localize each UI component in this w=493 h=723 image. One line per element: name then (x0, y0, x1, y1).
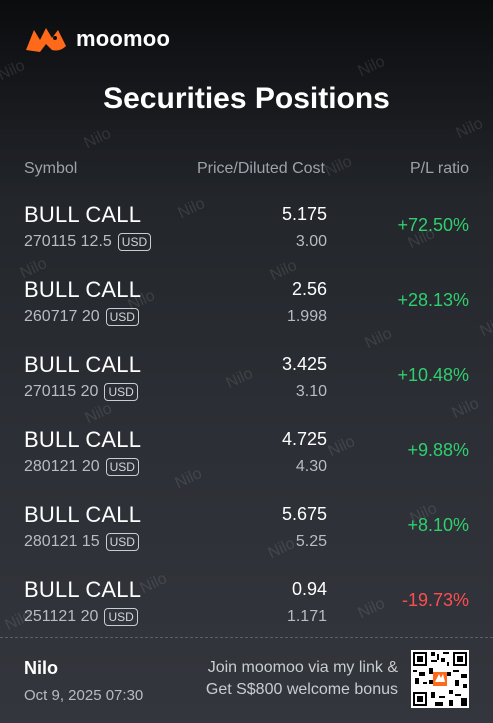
column-headers: Symbol Price/Diluted Cost P/L ratio (24, 160, 469, 182)
position-price: 4.725 (281, 429, 327, 449)
position-row[interactable]: BULL CALL 270115 20 USD 3.425 3.10 +10.4… (24, 348, 469, 423)
position-pl-ratio: +9.88% (407, 440, 469, 460)
header-pl-ratio: P/L ratio (410, 160, 469, 177)
brand-logo: moomoo (24, 24, 170, 54)
page-title: Securities Positions (103, 82, 390, 115)
position-pl-ratio: +10.48% (397, 365, 469, 385)
promo-line-2: Get S$800 welcome bonus (205, 681, 398, 698)
position-symbol: BULL CALL (24, 202, 142, 227)
position-price: 3.425 (281, 354, 327, 374)
position-symbol: BULL CALL (24, 352, 142, 377)
contract-detail: 260717 20 (24, 308, 100, 325)
position-pl-ratio: +72.50% (397, 215, 469, 235)
position-row[interactable]: BULL CALL 251121 20 USD 0.94 1.171 -19.7… (24, 573, 469, 648)
position-contract: 270115 20 USD (24, 383, 138, 401)
position-diluted-cost: 4.30 (295, 458, 327, 475)
position-contract: 280121 20 USD (24, 458, 139, 476)
contract-detail: 251121 20 (24, 608, 99, 625)
currency-badge: USD (104, 383, 138, 401)
watermark-text: Nilo (477, 313, 493, 341)
position-symbol: BULL CALL (24, 427, 142, 452)
position-diluted-cost: 5.25 (295, 533, 327, 550)
position-price: 5.675 (281, 504, 327, 524)
position-diluted-cost: 3.00 (295, 233, 327, 250)
positions-list: BULL CALL 270115 12.5 USD 5.175 3.00 +72… (24, 198, 469, 648)
username: Nilo (24, 658, 58, 678)
watermark-text: Nilo (0, 57, 28, 85)
currency-badge: USD (105, 458, 139, 476)
contract-detail: 270115 20 (24, 383, 99, 400)
position-contract: 280121 15 USD (24, 533, 139, 551)
position-row[interactable]: BULL CALL 260717 20 USD 2.56 1.998 +28.1… (24, 273, 469, 348)
position-diluted-cost: 1.171 (286, 608, 327, 625)
watermark-text: Nilo (355, 53, 388, 81)
header-price: Price/Diluted Cost (196, 160, 325, 177)
qr-code-icon[interactable] (411, 650, 469, 708)
currency-badge: USD (104, 608, 138, 626)
position-row[interactable]: BULL CALL 280121 15 USD 5.675 5.25 +8.10… (24, 498, 469, 573)
position-contract: 251121 20 USD (24, 608, 138, 626)
position-row[interactable]: BULL CALL 270115 12.5 USD 5.175 3.00 +72… (24, 198, 469, 273)
contract-detail: 280121 20 (24, 458, 100, 475)
position-row[interactable]: BULL CALL 280121 20 USD 4.725 4.30 +9.88… (24, 423, 469, 498)
footer-divider (0, 637, 493, 638)
footer: Nilo Oct 9, 2025 07:30 Join moomoo via m… (24, 638, 469, 723)
promo-line-1: Join moomoo via my link & (207, 659, 398, 676)
position-price: 2.56 (291, 279, 327, 299)
position-pl-ratio: -19.73% (401, 590, 469, 610)
position-pl-ratio: +28.13% (397, 290, 469, 310)
currency-badge: USD (117, 233, 152, 251)
position-symbol: BULL CALL (24, 277, 142, 302)
watermark-text: Nilo (453, 115, 486, 143)
position-pl-ratio: +8.10% (407, 515, 469, 535)
position-contract: 260717 20 USD (24, 308, 139, 326)
position-contract: 270115 12.5 USD (24, 233, 152, 251)
position-price: 5.175 (281, 204, 327, 224)
position-symbol: BULL CALL (24, 577, 142, 602)
contract-detail: 270115 12.5 (24, 233, 112, 250)
contract-detail: 280121 15 (24, 533, 100, 550)
bull-icon (26, 28, 66, 52)
watermark-text: Nilo (81, 125, 114, 153)
currency-badge: USD (105, 533, 139, 551)
header-symbol: Symbol (24, 160, 78, 177)
position-diluted-cost: 3.10 (295, 383, 327, 400)
position-symbol: BULL CALL (24, 502, 142, 527)
promo-text: Join moomoo via my link & Get S$800 welc… (206, 657, 398, 701)
position-diluted-cost: 1.998 (286, 308, 327, 325)
currency-badge: USD (105, 308, 139, 326)
position-price: 0.94 (291, 579, 327, 599)
brand-name: moomoo (76, 26, 171, 51)
share-datetime: Oct 9, 2025 07:30 (24, 687, 144, 704)
